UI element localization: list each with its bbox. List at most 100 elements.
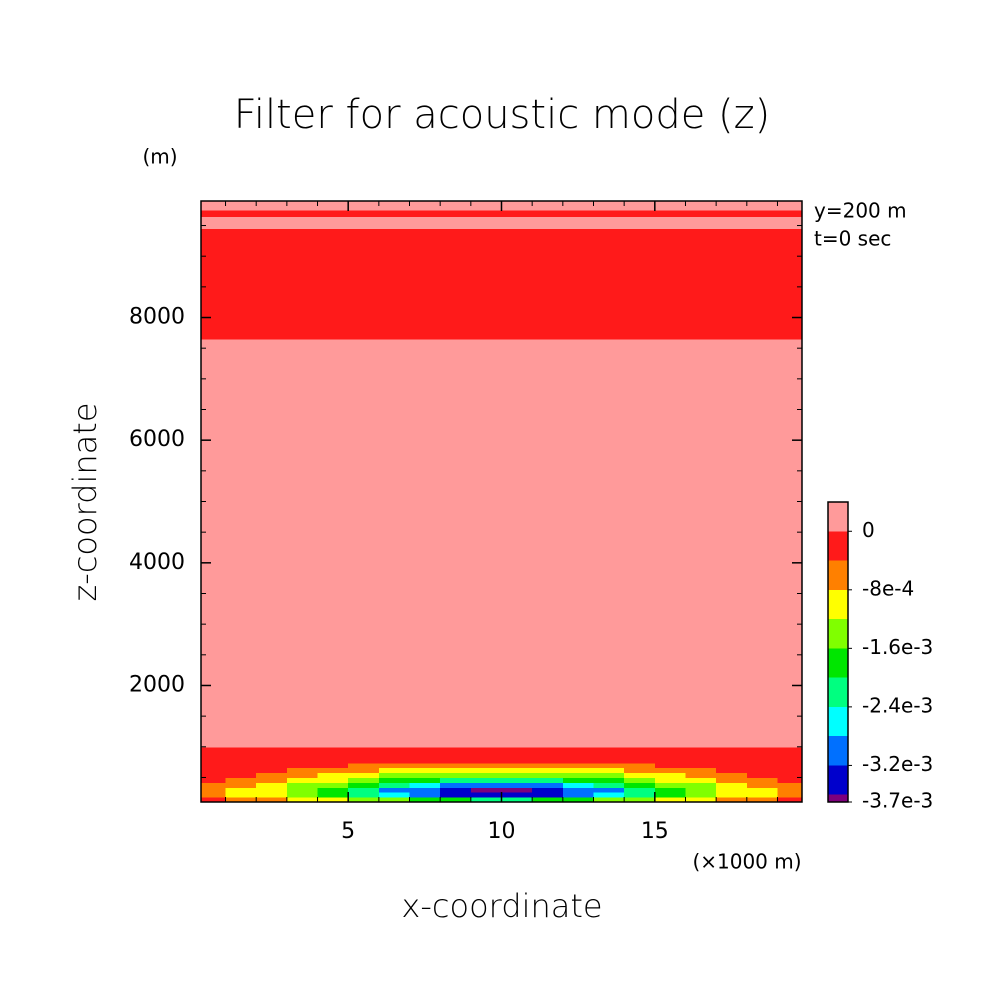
- contour-cell: [378, 792, 411, 798]
- x-tick-label: 5: [341, 819, 355, 844]
- contour-cell: [624, 762, 656, 769]
- contour-cell: [286, 216, 319, 230]
- contour-cell: [256, 787, 288, 793]
- contour-cell: [409, 216, 441, 230]
- contour-cell: [378, 746, 411, 759]
- contour-cell: [409, 762, 441, 769]
- contour-cell: [201, 757, 227, 764]
- y-tick-label: 6000: [129, 427, 185, 452]
- contour-cell: [654, 792, 686, 798]
- contour-cell: [593, 797, 625, 802]
- colorbar-segment: [828, 706, 848, 737]
- contour-cell: [501, 746, 533, 759]
- contour-cell: [532, 797, 564, 802]
- y-tick-label: 8000: [129, 305, 185, 330]
- contour-cell: [654, 762, 686, 769]
- contour-cell: [624, 772, 656, 778]
- contour-cell: [470, 772, 502, 778]
- contour-cell: [532, 210, 564, 217]
- contour-cell: [440, 746, 472, 759]
- contour-cell: [201, 772, 227, 778]
- contour-cell: [501, 772, 533, 778]
- contour-cell: [409, 772, 441, 778]
- contour-cell: [532, 767, 564, 774]
- contour-cell: [440, 787, 472, 793]
- contour-cell: [654, 757, 686, 764]
- contour-cell: [225, 792, 257, 798]
- contour-cell: [654, 782, 686, 788]
- colorbar-segment: [828, 502, 848, 532]
- contour-cell: [317, 216, 349, 230]
- contour-cell: [777, 762, 802, 769]
- contour-cell: [685, 767, 717, 774]
- contour-cell: [685, 746, 717, 759]
- contour-cell: [562, 792, 594, 798]
- contour-cell: [348, 782, 380, 788]
- contour-cell: [440, 762, 472, 769]
- contour-cell: [225, 228, 257, 340]
- contour-cell: [685, 782, 717, 788]
- contour-cell: [685, 797, 717, 802]
- contour-cell: [440, 792, 472, 798]
- contour-cell: [317, 757, 349, 764]
- contour-cell: [562, 338, 594, 748]
- contour-cell: [470, 792, 502, 798]
- contour-cell: [348, 746, 380, 759]
- contour-cell: [593, 210, 625, 217]
- contour-cell: [378, 772, 411, 778]
- contour-cell: [440, 767, 472, 774]
- contour-cell: [716, 777, 748, 783]
- contour-cell: [593, 767, 625, 774]
- contour-cell: [256, 216, 288, 230]
- contour-cell: [378, 228, 411, 340]
- y-tick-label: 2000: [129, 672, 185, 697]
- contour-cell: [685, 772, 717, 778]
- contour-cell: [562, 210, 594, 217]
- contour-cell: [501, 338, 533, 748]
- contour-cell: [532, 762, 564, 769]
- contour-cell: [716, 228, 748, 340]
- contour-cell: [716, 757, 748, 764]
- contour-cell: [470, 757, 502, 764]
- contour-cell: [532, 792, 564, 798]
- contour-cell: [201, 210, 227, 217]
- colorbar-segment: [828, 765, 848, 795]
- contour-cell: [317, 797, 349, 802]
- contour-cell: [746, 762, 778, 769]
- colorbar-segment: [828, 589, 848, 620]
- contour-cell: [532, 787, 564, 793]
- contour-cell: [624, 797, 656, 802]
- contour-cell: [624, 792, 656, 798]
- contour-cell: [256, 772, 288, 778]
- contour-cell: [562, 772, 594, 778]
- contour-cell: [654, 787, 686, 793]
- contour-cell: [409, 782, 441, 788]
- contour-cell: [256, 746, 288, 759]
- contour-cell: [746, 787, 778, 793]
- contour-cell: [256, 228, 288, 340]
- contour-cell: [317, 228, 349, 340]
- contour-cell: [348, 792, 380, 798]
- contour-cell: [716, 762, 748, 769]
- contour-cell: [716, 216, 748, 230]
- contour-cell: [470, 787, 502, 793]
- contour-cell: [348, 777, 380, 783]
- contour-cell: [409, 228, 441, 340]
- contour-cell: [470, 201, 502, 211]
- contour-cell: [532, 216, 564, 230]
- contour-cell: [593, 216, 625, 230]
- contour-cell: [777, 782, 802, 788]
- contour-cell: [409, 757, 441, 764]
- contour-cell: [201, 746, 227, 759]
- contour-cell: [317, 782, 349, 788]
- contour-field: [201, 201, 802, 802]
- contour-cell: [201, 797, 227, 802]
- contour-cell: [440, 201, 472, 211]
- x-tick-label: 15: [641, 819, 669, 844]
- contour-cell: [593, 201, 625, 211]
- contour-cell: [348, 228, 380, 340]
- contour-cell: [440, 782, 472, 788]
- contour-cell: [562, 797, 594, 802]
- contour-cell: [317, 338, 349, 748]
